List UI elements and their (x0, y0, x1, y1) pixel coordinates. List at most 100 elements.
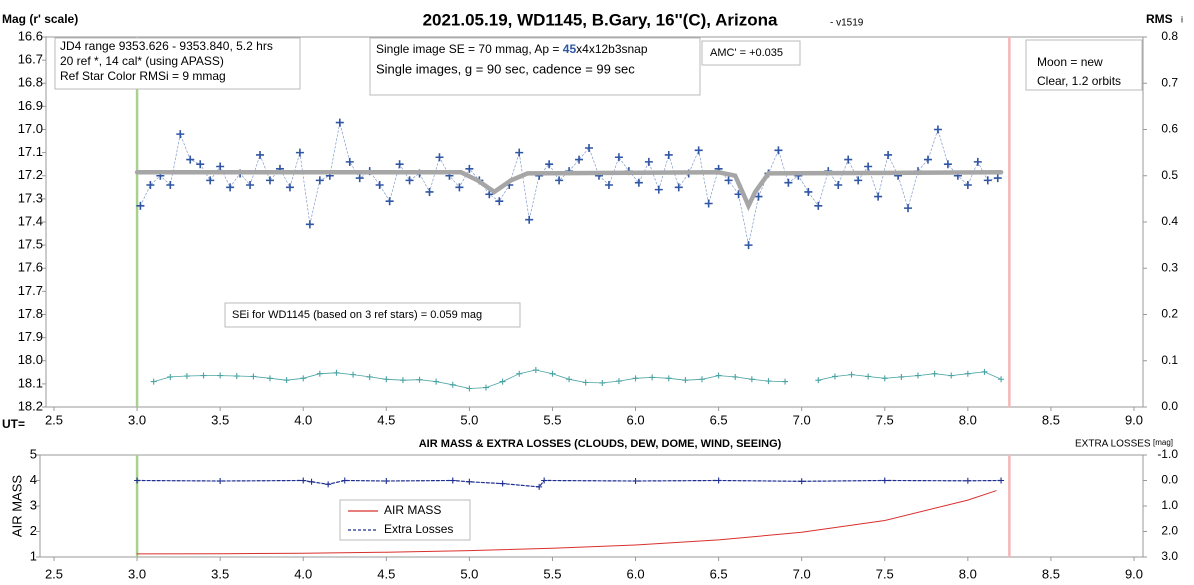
y-tick-label: 5 (30, 446, 37, 461)
moon-box (1025, 39, 1143, 91)
point (483, 384, 489, 391)
point (541, 477, 548, 484)
point (525, 215, 534, 224)
info-line: JD4 range 9353.626 - 9353.840, 5.2 hrs (60, 39, 273, 53)
point (355, 174, 364, 183)
point (881, 375, 888, 382)
y2-tick-label: 3.0 (1161, 549, 1178, 563)
legend-box (339, 499, 471, 541)
x-tick-label: 2.5 (45, 412, 63, 427)
point (804, 187, 813, 196)
y2-tick-label: 0.8 (1161, 29, 1178, 43)
point (435, 153, 444, 162)
x-tick-label: 3.5 (211, 566, 229, 581)
x-tick-label: 6.0 (626, 412, 644, 427)
series-line (134, 170, 1004, 212)
point (732, 373, 739, 380)
point (305, 220, 314, 229)
point (449, 477, 456, 484)
point (814, 201, 823, 210)
info-box (54, 37, 301, 90)
point (632, 375, 639, 382)
point (943, 160, 952, 169)
point (715, 477, 722, 484)
y2-tick-label: 0.5 (1161, 168, 1178, 182)
point (649, 374, 656, 381)
point (295, 148, 304, 157)
point (654, 185, 663, 194)
point (682, 377, 689, 384)
point (183, 373, 190, 380)
point (834, 181, 843, 189)
y-tick-label: 18.2 (18, 398, 43, 413)
legend-label: AIR MASS (384, 503, 441, 517)
point (815, 377, 822, 384)
point (555, 176, 564, 185)
sei-box (224, 302, 521, 328)
y2-axis-label-sub: [mag] (1153, 438, 1173, 447)
point (167, 373, 174, 380)
point (285, 183, 294, 192)
y2-tick-label: 1.0 (1161, 498, 1178, 512)
point (325, 481, 332, 488)
x-tick-label: 3.0 (128, 566, 146, 581)
point (831, 373, 838, 380)
sei: SEi for WD1145 (based on 3 ref stars) = … (232, 309, 482, 321)
point (266, 176, 274, 185)
y2-axis-label: EXTRA LOSSES (1075, 439, 1151, 450)
x-tick-label: 6.0 (626, 566, 644, 581)
y-tick-label: 3 (30, 497, 37, 512)
point (933, 125, 942, 134)
point (704, 199, 713, 208)
image-line: Single image SE = 70 mmag, Ap = 45x4x12b… (376, 42, 648, 56)
point (782, 378, 789, 385)
point (308, 478, 315, 485)
point (915, 372, 921, 379)
point (466, 478, 473, 485)
x-tick-label: 7.0 (793, 412, 811, 427)
point (216, 162, 225, 171)
info-line: 20 ref *, 14 cal* (using APASS) (60, 54, 224, 68)
point (585, 144, 594, 152)
point (998, 477, 1005, 484)
point (416, 376, 423, 383)
point (350, 371, 357, 378)
point (948, 372, 955, 379)
y-tick-label: 17.0 (18, 121, 43, 136)
point (516, 370, 523, 377)
x-tick-label: 4.0 (294, 412, 312, 427)
x-tick-label: 5.5 (543, 412, 561, 427)
point (465, 164, 474, 173)
point (754, 192, 763, 201)
image-line: Single images, g = 90 sec, cadence = 99 … (376, 61, 635, 76)
x-tick-label: 4.5 (377, 412, 395, 427)
point (964, 477, 971, 484)
point (923, 155, 932, 164)
point (715, 372, 722, 379)
x-tick-label: 9.0 (1125, 566, 1143, 581)
point (375, 181, 384, 189)
point (515, 148, 524, 157)
y-tick-label: 17.5 (18, 237, 43, 252)
point (983, 176, 992, 185)
y-tick-label: 17.2 (18, 167, 43, 182)
y-tick-label: 16.6 (18, 28, 43, 43)
point (774, 146, 783, 155)
x-tick-label: 8.5 (1042, 566, 1060, 581)
x-tick-label: 7.5 (876, 566, 894, 581)
point (433, 378, 440, 385)
x-tick-label: 6.5 (710, 412, 728, 427)
point (582, 379, 589, 386)
y-tick-label: 4 (30, 472, 37, 487)
y2-tick-label: 0.1 (1161, 353, 1178, 367)
y2-tick-label: 0.6 (1161, 122, 1178, 136)
point (206, 176, 215, 185)
point (495, 197, 504, 206)
point (395, 160, 404, 169)
point (455, 183, 464, 192)
point (549, 370, 556, 377)
point (536, 483, 543, 490)
point (632, 478, 639, 485)
y-tick-label: 16.9 (18, 98, 43, 113)
point (865, 373, 872, 380)
